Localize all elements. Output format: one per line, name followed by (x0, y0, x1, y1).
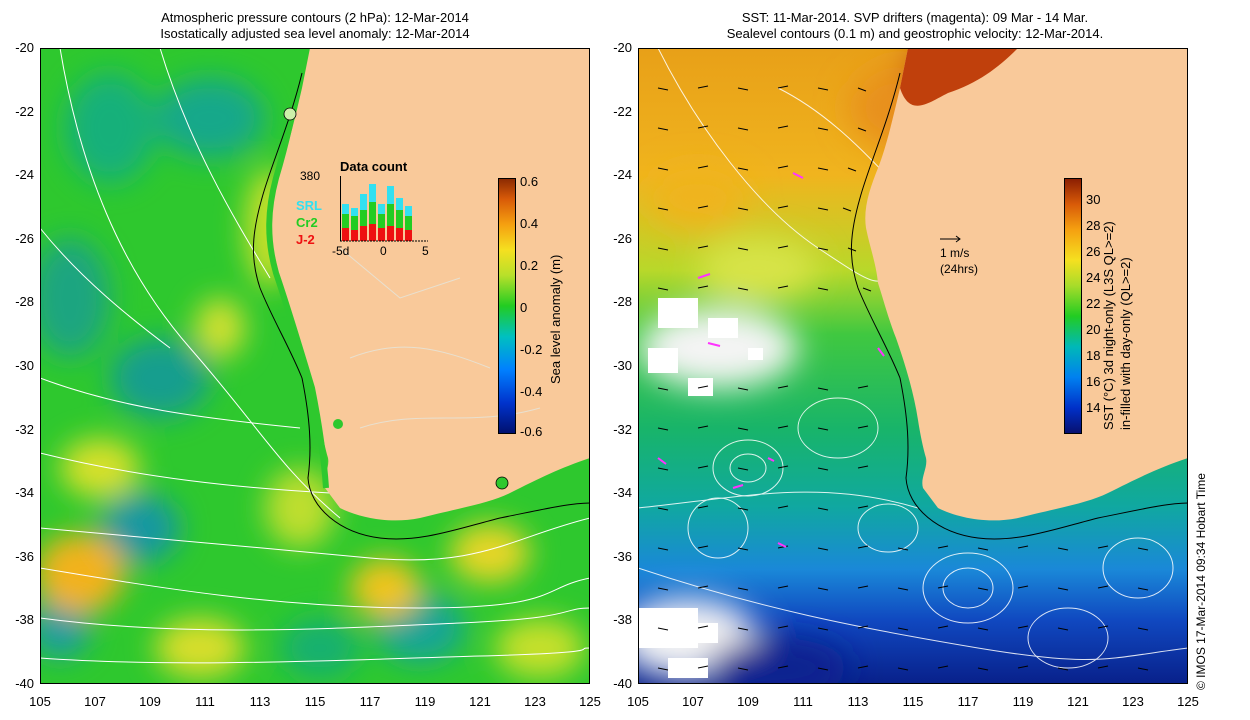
left-xtick: 119 (414, 694, 436, 709)
shelf-break-sst (851, 72, 1188, 540)
inset-xtick-0: -5d (332, 244, 350, 258)
australia-land-sst (865, 48, 1188, 521)
sst-tick-6: 18 (1086, 348, 1101, 363)
left-ytick: -40 (15, 676, 34, 691)
sla-tick-5: -0.4 (520, 384, 543, 399)
sla-tick-4: -0.2 (520, 342, 543, 357)
left-ytick: -32 (15, 421, 34, 437)
left-ytick: -36 (15, 548, 34, 564)
right-ytick: -26 (613, 230, 632, 246)
inset-xtick-2: 5 (422, 244, 429, 258)
left-ytick: -24 (15, 167, 34, 183)
legend-j2: J-2 (296, 232, 315, 247)
left-colorbar-label: Sea level anomaly (m) (548, 254, 563, 384)
right-map (638, 48, 1188, 684)
right-colorbar (1064, 178, 1082, 434)
right-xtick: 121 (1067, 694, 1089, 709)
left-ytick: -22 (15, 103, 34, 119)
sst-tick-7: 16 (1086, 374, 1101, 389)
right-xtick: 109 (737, 694, 759, 709)
left-xtick: 113 (249, 694, 271, 709)
inset-bars (340, 176, 428, 242)
sst-tick-8: 14 (1086, 400, 1101, 415)
right-colorbar-label-1: SST (°C) 3d night-only (L3S QL>=2) (1101, 221, 1116, 430)
right-ytick: -38 (613, 612, 632, 628)
right-ytick: -22 (613, 103, 632, 119)
bars (342, 184, 412, 241)
svp-drifters (657, 172, 885, 548)
right-xtick: 115 (902, 694, 924, 709)
left-xtick: 125 (579, 694, 601, 709)
legend-cr2: Cr2 (296, 215, 318, 230)
right-xtick: 111 (793, 694, 813, 709)
sla-field (40, 73, 585, 678)
sla-tick-1: 0.4 (520, 216, 539, 231)
left-ytick: -28 (15, 294, 34, 310)
sst-tick-5: 20 (1086, 322, 1101, 337)
left-title-line1: Atmospheric pressure contours (2 hPa): 1… (161, 10, 469, 25)
right-colorbar-label-2: in-filled with day-only (QL>=2) (1118, 257, 1133, 430)
sst-tick-0: 30 (1086, 192, 1101, 207)
right-xtick: 113 (847, 694, 869, 709)
left-xtick: 117 (359, 694, 381, 709)
right-ytick: -24 (613, 167, 632, 183)
left-ytick: -34 (15, 485, 34, 501)
left-title: Atmospheric pressure contours (2 hPa): 1… (40, 10, 590, 42)
left-xtick: 123 (524, 694, 546, 709)
left-ytick: -26 (15, 230, 34, 246)
right-ytick: -34 (613, 485, 632, 501)
right-xtick: 107 (682, 694, 704, 709)
left-ytick: -38 (15, 612, 34, 628)
sst-tick-4: 22 (1086, 296, 1101, 311)
velocity-scale-label: 1 m/s (940, 246, 970, 260)
left-xtick: 109 (139, 694, 161, 709)
right-title: SST: 11-Mar-2014. SVP drifters (magenta)… (640, 10, 1190, 42)
right-ytick: -30 (613, 358, 632, 373)
legend-srl: SRL (296, 198, 322, 213)
velocity-arrows (657, 85, 1149, 671)
inset-max-label: 380 (300, 169, 321, 183)
data-count-inset: Data count 380 SRL Cr2 J-2 -5d 0 5 (296, 158, 436, 268)
right-title-line1: SST: 11-Mar-2014. SVP drifters (magenta)… (741, 10, 1089, 25)
velocity-scale-note: (24hrs) (940, 262, 979, 276)
right-ytick: -32 (613, 421, 632, 437)
credit-text: © IMOS 17-Mar-2014 09:34 Hobart Time (1194, 473, 1208, 690)
right-title-line2: Sealevel contours (0.1 m) and geostrophi… (726, 26, 1104, 41)
sst-tick-3: 24 (1086, 270, 1101, 285)
left-xtick: 107 (84, 694, 106, 709)
right-xtick: 105 (627, 694, 649, 709)
right-ytick: -40 (613, 676, 632, 691)
right-xtick: 123 (1122, 694, 1144, 709)
right-ytick: -20 (613, 40, 632, 55)
left-ytick: -20 (15, 40, 34, 55)
sla-tick-3: 0 (520, 300, 528, 315)
right-xtick: 119 (1012, 694, 1034, 709)
left-colorbar (498, 178, 516, 434)
right-xtick: 125 (1177, 694, 1199, 709)
shelf-break (253, 72, 590, 540)
right-ytick: -28 (613, 294, 632, 310)
left-ytick: -30 (15, 358, 34, 373)
sla-tick-6: -0.6 (520, 424, 543, 439)
left-xtick: 105 (29, 694, 51, 709)
sst-tick-2: 26 (1086, 244, 1101, 259)
left-xtick: 111 (195, 694, 215, 709)
right-ytick: -36 (613, 548, 632, 564)
inset-title: Data count (340, 159, 408, 174)
left-title-line2: Isostatically adjusted sea level anomaly… (160, 26, 470, 41)
left-xtick: 121 (469, 694, 491, 709)
cloud-mask (638, 298, 763, 678)
sla-tick-0: 0.6 (520, 174, 539, 189)
sst-tick-1: 28 (1086, 218, 1101, 233)
pressure-contours (40, 48, 590, 664)
sla-tick-2: 0.2 (520, 258, 539, 273)
inset-xtick-1: 0 (380, 244, 387, 258)
left-xtick: 115 (304, 694, 326, 709)
right-xtick: 117 (957, 694, 979, 709)
